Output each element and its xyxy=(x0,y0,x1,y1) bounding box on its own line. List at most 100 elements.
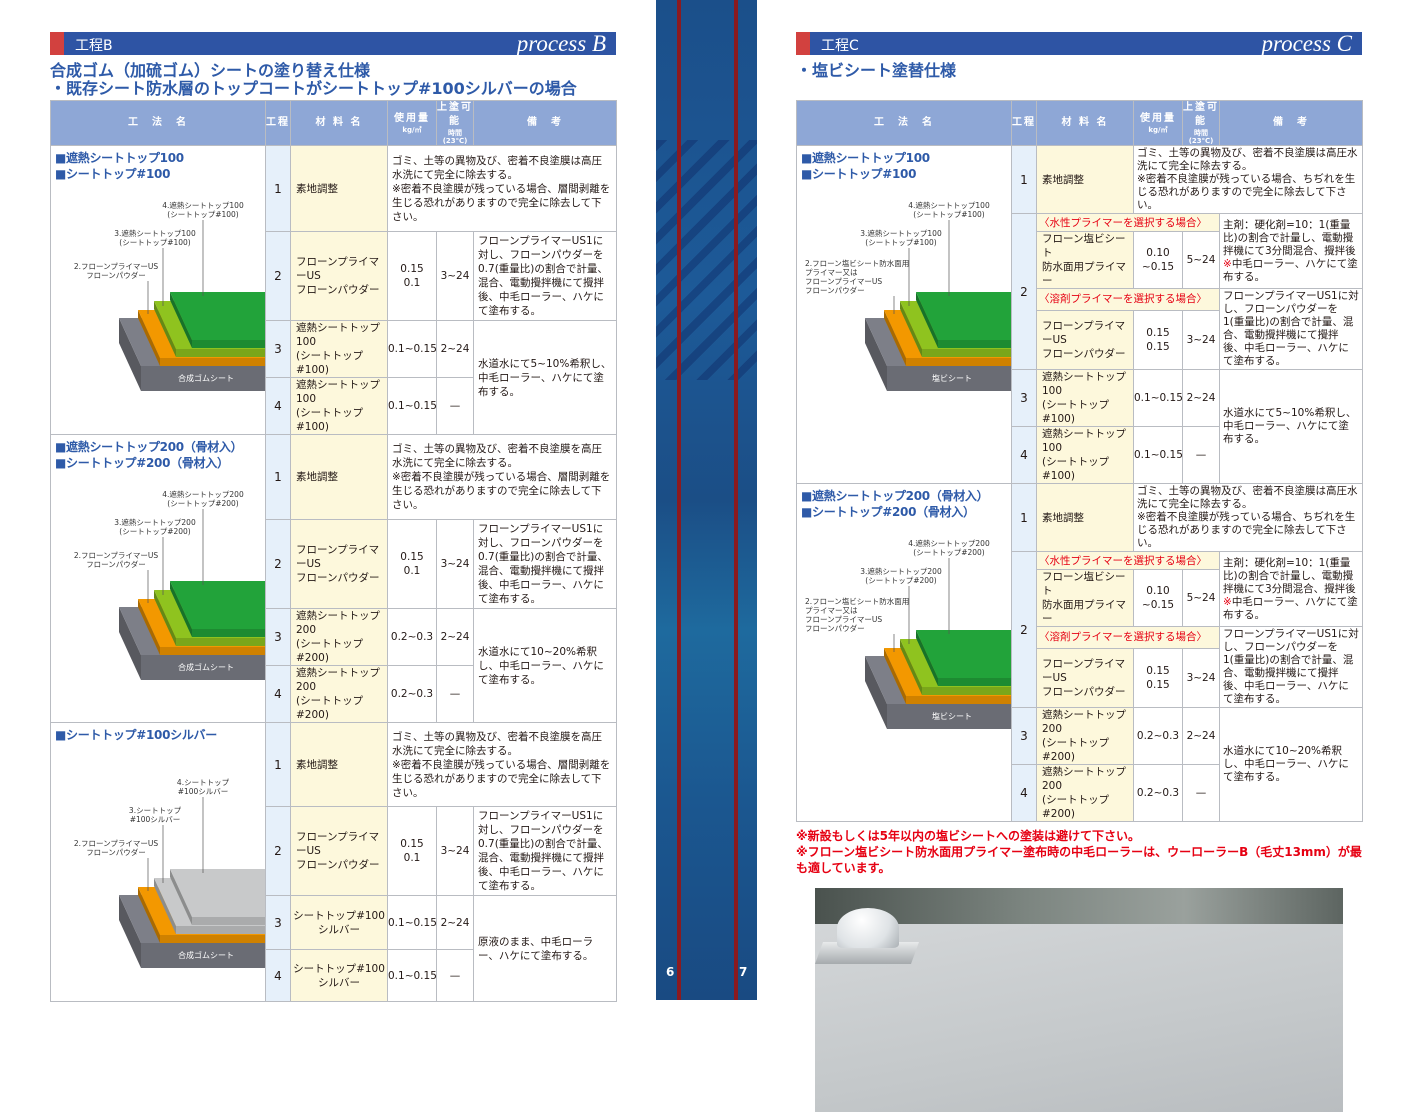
remark-note: ※密着不良塗膜が残っている場合、ちぢれを生じる恐れがありますので完全に除去して下… xyxy=(1137,511,1356,549)
recoat-interval: 5~24 xyxy=(1182,231,1220,289)
material-text: フローンプライマーUS xyxy=(1042,657,1126,684)
method-name: ■遮熱シートトップ100 ■シートトップ#100 xyxy=(52,147,265,183)
material: 遮熱シートトップ100 (シートトップ#100) xyxy=(1036,426,1134,484)
method-name-line: ■遮熱シートトップ200（骨材入） xyxy=(55,440,243,454)
table-row: 〈溶剤プライマーを選択する場合〉 フローンプライマーUS1に対し、フローンパウダー… xyxy=(797,626,1363,708)
remark: 原液のまま、中毛ローラー、ハケにて塗布する。 xyxy=(473,895,617,1002)
usage-amount-text: 0.15 xyxy=(1146,326,1170,339)
material-text: (シートトップ#200) xyxy=(296,695,364,721)
diagram-label-l2: フローンプライマーUS xyxy=(805,615,882,624)
recoat-interval-text: — xyxy=(1195,787,1207,799)
step-number: 2 xyxy=(1011,213,1037,370)
usage-amount-text: 0.1~0.15 xyxy=(388,916,437,929)
primer-layer-front xyxy=(160,935,265,943)
column-header-usage: 使用量 kg/㎡ xyxy=(1133,100,1183,146)
recoat-interval: — xyxy=(436,665,474,723)
step-number-text: 2 xyxy=(274,844,282,858)
header-accent xyxy=(50,32,64,55)
remark-text: フローンプライマーUS1に対し、フローンパウダーを1(重量比)の割合で計量、混合… xyxy=(1223,290,1359,367)
diagram-label-l2: フローンパウダー xyxy=(805,623,865,633)
coat-3-layer-front xyxy=(922,349,1011,357)
subtitle-line: ・既存シート防水層のトップコートがシートトップ#100シルバーの場合 xyxy=(50,79,577,98)
method-name-cell: 合成ゴムシート 4.遮熱シートトップ100 (シートトップ#100) 3.遮熱シートト… xyxy=(50,145,266,435)
diagram-label-l4: 4.遮熱シートトップ200 xyxy=(908,538,990,548)
step-number-text: 4 xyxy=(274,399,282,413)
column-header-material: 材 料 名 xyxy=(290,100,388,146)
material-text: (シートトップ#200) xyxy=(1042,794,1110,820)
remark-text: 水道水にて10~20%希釈し、中毛ローラー、ハケにて塗布する。 xyxy=(478,645,604,686)
primer-layer-front xyxy=(160,358,265,366)
substrate-layer-front xyxy=(141,655,265,680)
usage-amount-text: 0.1~0.15 xyxy=(388,343,437,355)
column-header-material: 材 料 名 xyxy=(1036,100,1134,146)
method-name-line: ■シートトップ#100シルバー xyxy=(55,728,217,742)
diagram-label-l2: プライマー又は xyxy=(805,606,858,615)
primer-layer-side xyxy=(884,648,906,704)
usage-amount: 0.2~0.3 xyxy=(387,665,437,723)
diagram-label-l2: フローンプライマーUS xyxy=(805,277,882,286)
section-header: 工程B process B xyxy=(50,31,616,56)
coat-4-layer-front xyxy=(938,340,1011,348)
usage-amount: 0.2~0.3 xyxy=(387,608,437,666)
column-header-step: 工程 xyxy=(1011,100,1037,146)
coat-4-layer-top xyxy=(916,630,1011,678)
method-name-cell: 塩ビシート 4.遮熱シートトップ200 (シートトップ#200) 3.遮熱シートトップ… xyxy=(796,483,1012,822)
step-number-text: 3 xyxy=(274,630,282,644)
substrate-layer-front xyxy=(141,366,265,391)
header-process: process B xyxy=(516,31,606,56)
usage-amount-text: 0.10 xyxy=(1146,585,1170,597)
layer-diagram: 塩ビシート4.遮熱シートトップ100(シートトップ#100)3.遮熱シートトップ… xyxy=(805,200,1011,391)
material-text: 遮熱シートトップ100 xyxy=(1042,371,1126,397)
remark: フローンプライマーUS1に対し、フローンパウダーを0.7(重量比)の割合で計量、… xyxy=(473,519,617,609)
material-text: 素地調整 xyxy=(1042,511,1084,524)
recoat-interval: 3~24 xyxy=(1182,647,1220,709)
material-text: 遮熱シートトップ100 xyxy=(296,379,380,405)
coat-4-layer-top xyxy=(170,581,265,629)
material-text: (シートトップ#100) xyxy=(1042,456,1110,482)
diagram-label-l3: 3.遮熱シートトップ200 xyxy=(114,517,196,527)
usage-amount-text: 0.10 xyxy=(1146,247,1170,259)
substrate-layer-front xyxy=(141,943,265,968)
recoat-interval-text: 2~24 xyxy=(1186,392,1216,404)
page-number-left: 6 xyxy=(666,965,675,979)
usage-amount: 0.15 0.1 xyxy=(387,806,437,896)
material-text: 遮熱シートトップ200 xyxy=(296,667,380,693)
remark: 水道水にて10~20%希釈し、中毛ローラー、ハケにて塗布する。 xyxy=(473,608,617,723)
remark: 水道水にて5~10%希釈し、中毛ローラー、ハケにて塗布する。 xyxy=(473,320,617,435)
section-header: 工程C process C xyxy=(796,31,1362,56)
subtitle: ・塩ビシート塗替仕様 xyxy=(796,62,1362,100)
table-row: 塩ビシート 4.遮熱シートトップ100 (シートトップ#100) 3.遮熱シートトップ… xyxy=(796,145,1363,484)
step-number: 1 xyxy=(265,145,291,232)
material-text: フローンパウダー xyxy=(296,859,380,871)
recoat-interval: 2~24 xyxy=(436,895,474,950)
usage-amount-text: 0.2~0.3 xyxy=(390,688,434,700)
coat-3-layer-side xyxy=(900,301,922,357)
substrate-label: 合成ゴムシート xyxy=(178,950,234,960)
recoat-interval-text: 2~24 xyxy=(1186,730,1216,742)
substrate-label: 合成ゴムシート xyxy=(178,662,234,672)
substrate-layer-side xyxy=(119,895,141,968)
remark-note: ※密着不良塗膜が残っている場合、層間剥離を生じる恐れがありますので完全に除去して… xyxy=(392,471,611,511)
substrate-label: 塩ビシート xyxy=(932,711,972,721)
column-header-remarks: 備 考 xyxy=(473,100,617,146)
coat-4-layer-side xyxy=(170,581,192,637)
step-number-text: 3 xyxy=(274,342,282,356)
remark-note: ※密着不良塗膜が残っている場合、層間剥離を生じる恐れがありますので完全に除去して… xyxy=(392,182,611,223)
primer-option-label-text: 〈溶剤プライマーを選択する場合〉 xyxy=(1039,293,1207,306)
photo-buildings xyxy=(815,888,1343,928)
method-name: ■シートトップ#100シルバー xyxy=(52,724,265,744)
coat-4-layer-side xyxy=(916,292,938,348)
usage-amount-text: 0.2~0.3 xyxy=(390,631,434,643)
material-text: シルバー xyxy=(318,976,360,989)
remark-text: フローンプライマーUS1に対し、フローンパウダーを0.7(重量比)の割合で計量、… xyxy=(478,523,608,605)
step-number: 3 xyxy=(265,608,291,666)
diagram-label-l2: 2.フローンプライマーUS xyxy=(74,262,159,271)
material: 遮熱シートトップ100 (シートトップ#100) xyxy=(290,377,388,435)
diagram-label-l3: (シートトップ#100) xyxy=(119,238,191,247)
recoat-interval-text: 3~24 xyxy=(1186,671,1216,684)
table-row: フローン塩ビシート 防水面用プライマー 0.10 ~0.15 5~24 xyxy=(797,569,1363,627)
remark: 水道水にて10~20%希釈し、中毛ローラー、ハケにて塗布する。 xyxy=(1219,707,1363,822)
column-header-name: 工 法 名 xyxy=(50,100,266,146)
material: フローンプライマーUS フローンパウダー xyxy=(1036,647,1134,709)
step-number-text: 3 xyxy=(1020,729,1028,743)
